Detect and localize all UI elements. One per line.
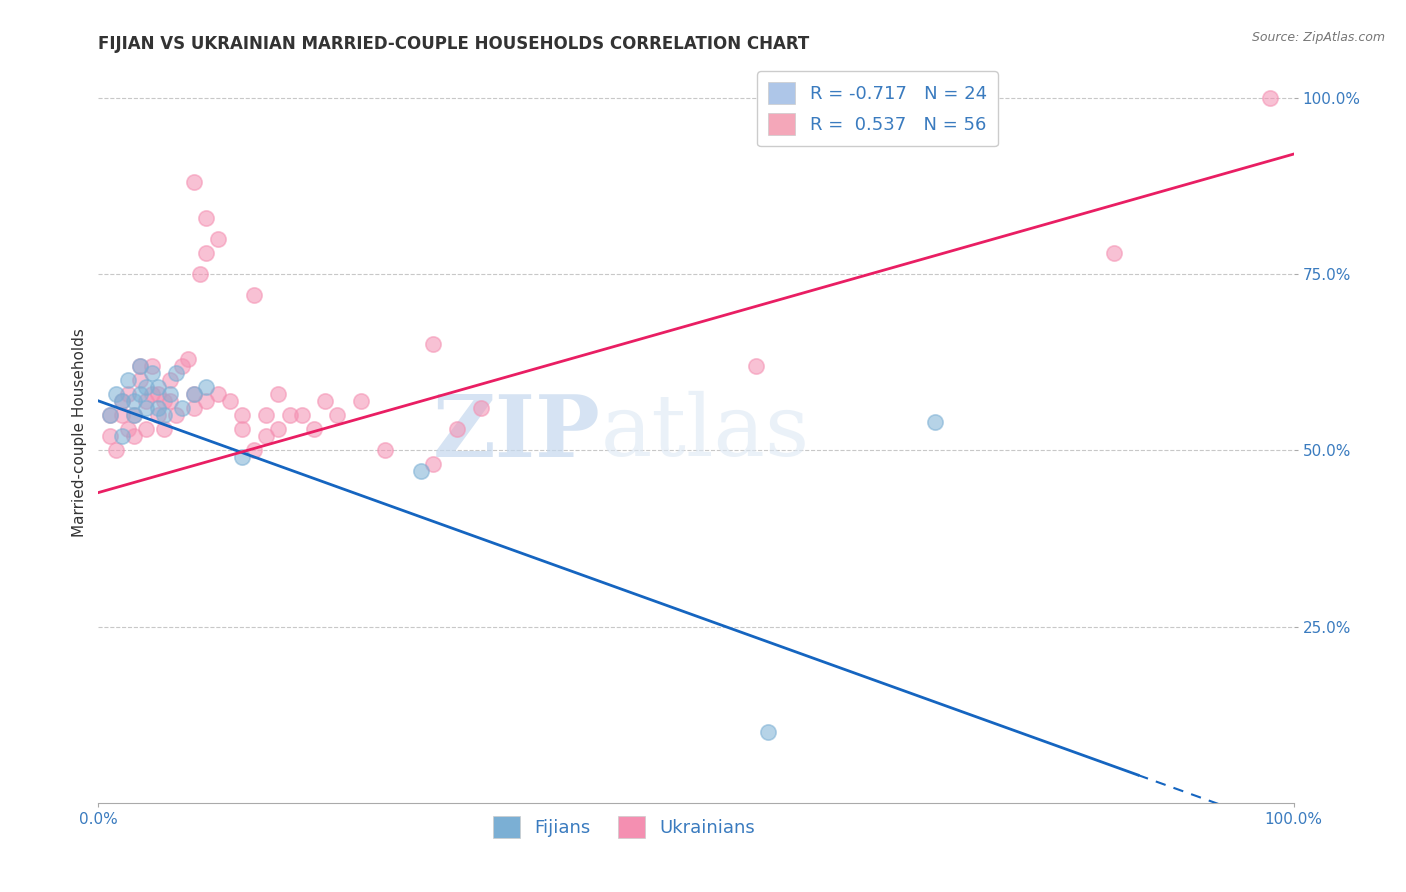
Point [231, 422, 253, 436]
Text: ZIP: ZIP [433, 391, 600, 475]
Point [111, 393, 134, 408]
Point [374, 443, 396, 458]
Point [135, 393, 157, 408]
Point [117, 373, 139, 387]
Point [756, 725, 779, 739]
Point [267, 387, 290, 401]
Point [243, 288, 266, 302]
Text: FIJIAN VS UKRAINIAN MARRIED-COUPLE HOUSEHOLDS CORRELATION CHART: FIJIAN VS UKRAINIAN MARRIED-COUPLE HOUSE… [98, 35, 810, 53]
Point [135, 380, 157, 394]
Point [124, 429, 146, 443]
Point [129, 373, 152, 387]
Point [117, 422, 139, 436]
Point [98, 429, 122, 443]
Point [177, 351, 200, 366]
Point [159, 393, 181, 408]
Point [141, 359, 163, 373]
Point [195, 393, 218, 408]
Point [117, 387, 139, 401]
Point [183, 387, 205, 401]
Point [924, 415, 946, 429]
Point [105, 443, 128, 458]
Point [195, 380, 218, 394]
Point [124, 408, 146, 422]
Point [183, 401, 205, 415]
Point [148, 408, 170, 422]
Point [350, 393, 373, 408]
Point [159, 373, 181, 387]
Point [291, 408, 314, 422]
Point [148, 401, 170, 415]
Point [231, 408, 253, 422]
Legend: Fijians, Ukrainians: Fijians, Ukrainians [486, 809, 762, 846]
Point [1258, 91, 1281, 105]
Point [129, 387, 152, 401]
Point [124, 408, 146, 422]
Point [411, 464, 433, 478]
Point [302, 422, 325, 436]
Point [267, 422, 290, 436]
Point [315, 393, 337, 408]
Point [422, 337, 444, 351]
Point [148, 387, 170, 401]
Point [1104, 245, 1126, 260]
Point [172, 401, 194, 415]
Point [165, 408, 187, 422]
Point [254, 429, 277, 443]
Point [188, 267, 211, 281]
Point [129, 359, 152, 373]
Point [219, 393, 242, 408]
Point [446, 422, 468, 436]
Point [231, 450, 253, 465]
Point [254, 408, 277, 422]
Point [326, 408, 349, 422]
Point [141, 387, 163, 401]
Point [470, 401, 492, 415]
Point [159, 387, 181, 401]
Point [745, 359, 768, 373]
Point [111, 393, 134, 408]
Y-axis label: Married-couple Households: Married-couple Households [72, 328, 87, 537]
Point [98, 408, 122, 422]
Text: atlas: atlas [600, 391, 810, 475]
Point [141, 366, 163, 380]
Point [135, 401, 157, 415]
Point [98, 408, 122, 422]
Point [422, 458, 444, 472]
Point [105, 387, 128, 401]
Point [153, 393, 176, 408]
Point [183, 387, 205, 401]
Point [243, 443, 266, 458]
Point [111, 429, 134, 443]
Point [135, 422, 157, 436]
Point [172, 359, 194, 373]
Point [207, 387, 229, 401]
Point [195, 245, 218, 260]
Point [165, 366, 187, 380]
Point [207, 232, 229, 246]
Point [111, 408, 134, 422]
Point [124, 393, 146, 408]
Point [148, 380, 170, 394]
Point [153, 408, 176, 422]
Point [183, 175, 205, 189]
Point [153, 422, 176, 436]
Point [129, 359, 152, 373]
Text: Source: ZipAtlas.com: Source: ZipAtlas.com [1251, 31, 1385, 45]
Point [195, 211, 218, 225]
Point [278, 408, 301, 422]
